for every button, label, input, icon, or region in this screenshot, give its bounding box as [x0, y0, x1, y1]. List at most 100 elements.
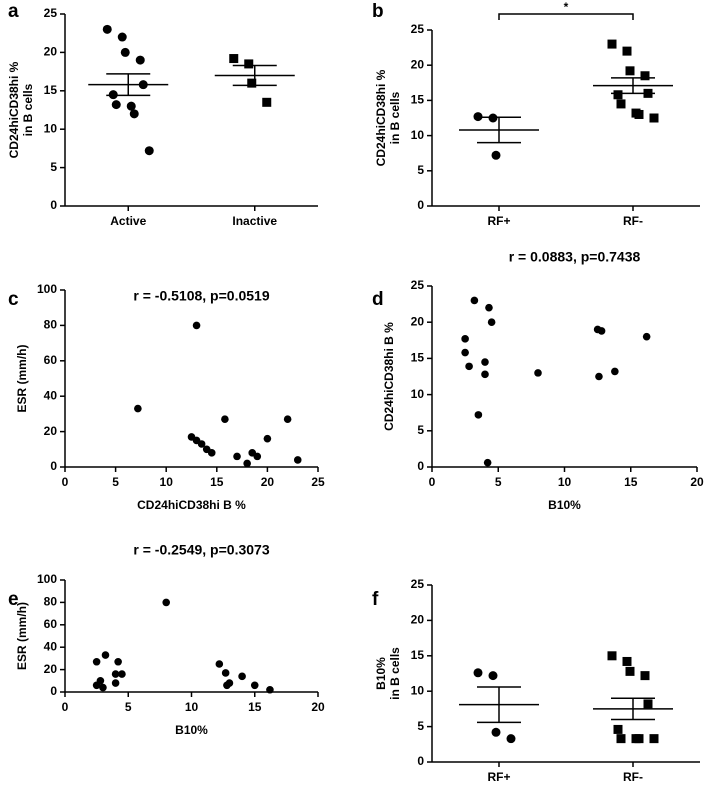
y-tick-label: 5 [417, 163, 424, 177]
point [266, 685, 274, 694]
y-tick-label: 15 [411, 93, 425, 107]
panel-letter: e [8, 589, 19, 610]
x-tick-label: 5 [495, 475, 502, 489]
panel-letter: a [8, 1, 19, 22]
point [118, 670, 126, 678]
point [101, 651, 110, 659]
y-tick-label: 5 [50, 160, 57, 174]
x-tick-label: 15 [248, 700, 262, 714]
error-bar [232, 64, 277, 87]
point [162, 598, 170, 607]
y-tick-label: 0 [417, 754, 424, 768]
y-tick-label: 0 [417, 198, 424, 212]
y-tick-label: 20 [44, 424, 58, 438]
point [611, 367, 619, 376]
point [244, 59, 254, 69]
point [649, 113, 659, 123]
x-tick-label: Inactive [232, 214, 277, 228]
x-tick-label: 20 [690, 475, 704, 489]
point [616, 99, 626, 109]
point [487, 318, 496, 327]
significance-label: * [564, 0, 569, 14]
y-axis-label: in B cells [21, 83, 35, 136]
point [491, 150, 501, 160]
chart-title: r = 0.0883, p=0.7438 [509, 249, 641, 265]
point [625, 666, 635, 676]
x-tick-label: RF- [623, 214, 643, 228]
y-axis-label: B10% [374, 657, 388, 690]
y-tick-label: 40 [44, 388, 58, 402]
y-axis-label: in B cells [388, 91, 402, 144]
x-tick-label: 20 [261, 475, 275, 489]
point [129, 109, 139, 119]
point [192, 321, 201, 330]
point [595, 372, 603, 381]
point [225, 679, 234, 687]
y-tick-label: 100 [37, 572, 57, 586]
x-tick-label: RF+ [487, 214, 510, 228]
point [135, 55, 145, 65]
point [622, 656, 632, 666]
point [485, 303, 493, 312]
point [111, 679, 120, 687]
x-tick-label: 0 [62, 700, 69, 714]
point [613, 90, 623, 100]
y-tick-label: 0 [50, 198, 57, 212]
point [649, 734, 659, 744]
x-tick-label: 15 [210, 475, 224, 489]
y-axis-label: ESR (mm/h) [15, 344, 29, 412]
x-tick-label: Active [110, 214, 146, 228]
point [247, 78, 257, 88]
point [607, 651, 617, 661]
point [616, 734, 626, 744]
point [625, 66, 635, 76]
y-tick-label: 5 [417, 423, 424, 437]
point [108, 90, 118, 100]
point [111, 670, 120, 678]
point [250, 681, 259, 690]
point [111, 100, 121, 110]
point [126, 101, 136, 111]
x-tick-label: RF+ [487, 770, 510, 784]
x-tick-label: 5 [125, 700, 132, 714]
panel-letter: b [372, 1, 384, 22]
point [597, 327, 606, 335]
y-tick-label: 10 [411, 387, 425, 401]
point [488, 671, 498, 681]
point [506, 734, 516, 744]
point [481, 370, 489, 379]
point [634, 734, 644, 744]
point [114, 657, 122, 666]
x-axis-label: CD24hiCD38hi B % [137, 498, 246, 512]
point [474, 411, 483, 419]
y-tick-label: 20 [411, 613, 425, 627]
y-tick-label: 25 [44, 6, 58, 20]
point [640, 71, 650, 81]
y-tick-label: 60 [44, 353, 58, 367]
point [465, 362, 473, 371]
point [461, 348, 469, 357]
point [483, 458, 492, 467]
y-tick-label: 100 [37, 282, 57, 296]
y-tick-label: 80 [44, 595, 58, 609]
panel-letter: f [372, 589, 379, 610]
significance-bracket [498, 13, 634, 20]
point [243, 459, 251, 468]
point [197, 440, 206, 448]
point [622, 46, 632, 56]
y-tick-label: 25 [411, 22, 425, 36]
y-tick-label: 5 [417, 719, 424, 733]
y-tick-label: 10 [411, 128, 425, 142]
point [607, 39, 617, 49]
error-bar [611, 697, 655, 721]
x-tick-label: 25 [311, 475, 325, 489]
point [221, 415, 229, 424]
point [102, 24, 112, 34]
error-bar [477, 686, 521, 724]
point [534, 369, 542, 377]
y-tick-label: 60 [44, 617, 58, 631]
point [293, 456, 302, 464]
y-tick-label: 0 [50, 684, 57, 698]
point [491, 727, 501, 737]
point [461, 335, 469, 343]
